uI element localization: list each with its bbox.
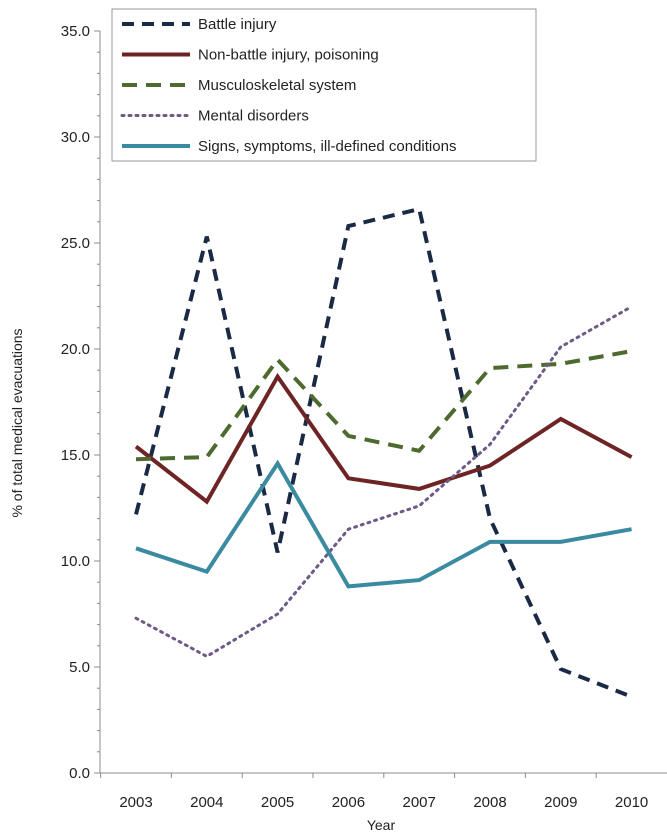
y-tick-label: 0.0 <box>69 765 90 782</box>
series-lines <box>134 206 634 699</box>
legend-label-4: Mental disorders <box>198 108 309 125</box>
series-line-4 <box>134 305 634 659</box>
y-tick-label: 35.0 <box>61 23 90 40</box>
y-tick-label: 30.0 <box>61 129 90 146</box>
x-tick-label: 2005 <box>261 794 294 811</box>
y-axis-title: % of total medical evacuations <box>9 328 25 517</box>
legend: Battle injury Non-battle injury, poisonin… <box>111 8 537 162</box>
x-tick-label: 2010 <box>615 794 648 811</box>
x-tick-label: 2009 <box>544 794 577 811</box>
y-tick-label: 10.0 <box>61 553 90 570</box>
series-line-5 <box>135 459 632 589</box>
y-tick-label: 20.0 <box>61 341 90 358</box>
x-axis-title: Year <box>367 817 396 833</box>
x-tick-label: 2007 <box>403 794 436 811</box>
legend-label-1: Battle injury <box>198 16 277 33</box>
series-line-3 <box>135 349 632 462</box>
x-tick-label: 2006 <box>332 794 365 811</box>
y-tick-label: 5.0 <box>69 659 90 676</box>
y-tick-label: 25.0 <box>61 235 90 252</box>
x-tick-label: 2003 <box>119 794 152 811</box>
series-line-2 <box>134 372 633 505</box>
axes: 0.0 5.0 10.0 15.0 20.0 25.0 30.0 35.0 2003 2004 20… <box>61 23 667 811</box>
x-tick-label: 2008 <box>473 794 506 811</box>
x-tick-label: 2004 <box>190 794 223 811</box>
legend-label-5: Signs, symptoms, ill-defined conditions <box>198 138 456 155</box>
y-tick-label: 15.0 <box>61 447 90 464</box>
legend-label-2: Non-battle injury, poisoning <box>198 47 379 64</box>
series-line-1 <box>134 206 633 699</box>
legend-label-3: Musculoskeletal system <box>198 77 356 94</box>
